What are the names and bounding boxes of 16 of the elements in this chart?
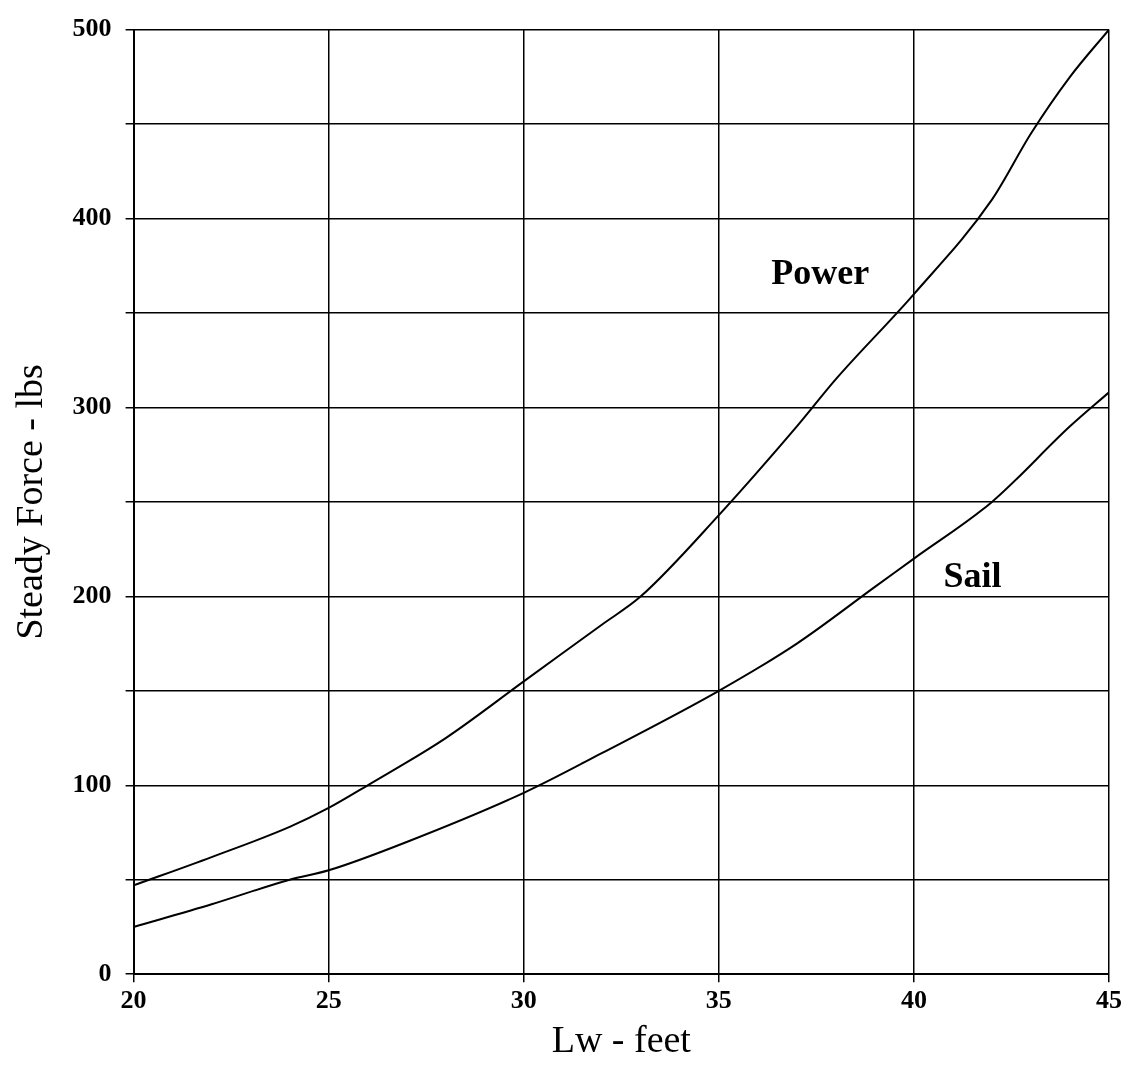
x-tick-label: 45 xyxy=(1096,984,1122,1014)
annotation: Power xyxy=(771,252,870,293)
x-tick-label: 20 xyxy=(120,984,147,1014)
x-tick-label: 35 xyxy=(705,984,732,1014)
x-axis-title: Lw - feet xyxy=(551,1018,692,1061)
x-tick-label: 25 xyxy=(315,984,342,1014)
y-axis-title: Steady Force - lbs xyxy=(7,364,50,640)
y-tick-label: 400 xyxy=(72,202,112,232)
y-tick-label: 300 xyxy=(72,391,112,421)
x-tick-label: 30 xyxy=(510,984,537,1014)
y-tick-label: 500 xyxy=(72,13,112,43)
y-tick-label: 0 xyxy=(98,957,112,987)
annotation: Sail xyxy=(943,554,1002,595)
y-tick-label: 100 xyxy=(72,769,112,798)
x-tick-label: 40 xyxy=(900,984,927,1014)
y-tick-label: 200 xyxy=(72,580,112,610)
